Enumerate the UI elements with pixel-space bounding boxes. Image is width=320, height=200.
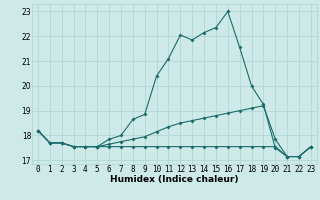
X-axis label: Humidex (Indice chaleur): Humidex (Indice chaleur)	[110, 175, 239, 184]
